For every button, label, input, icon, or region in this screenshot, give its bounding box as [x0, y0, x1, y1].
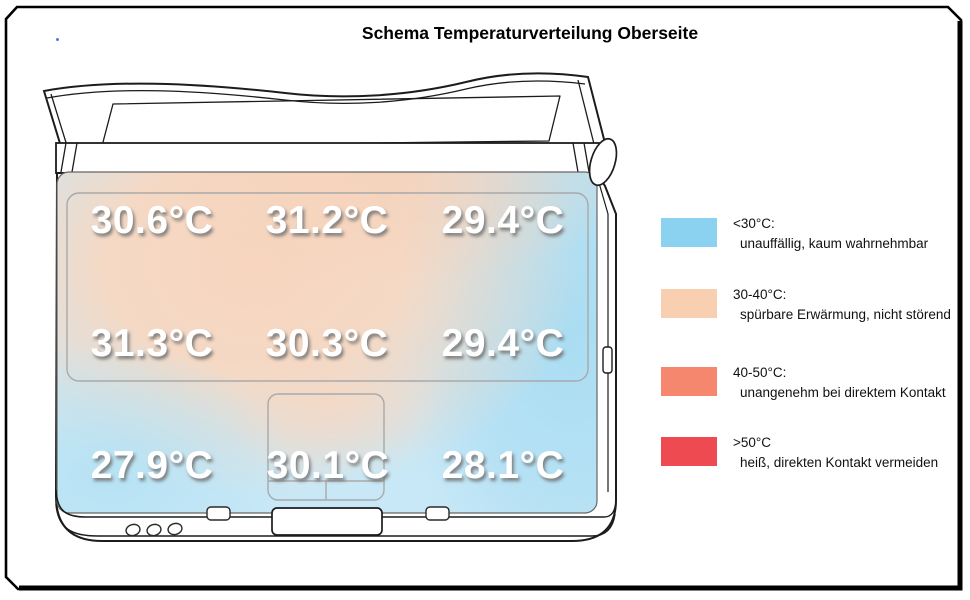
temperature-reading-r3c2: 30.1°C [266, 444, 390, 487]
temperature-reading-r1c2: 31.2°C [265, 199, 389, 242]
front-center-latch [271, 507, 383, 536]
legend-item-30-40: 30-40°C: spürbare Erwärmung, nicht störe… [661, 287, 951, 325]
diagram-title: Schema Temperaturverteilung Oberseite [361, 23, 699, 43]
legend-item-above-50: >50°C heiß, direkten Kontakt vermeiden [661, 435, 939, 473]
legend-swatch-above-50 [661, 437, 717, 466]
legend-range-label: 40-50°C: [733, 365, 787, 380]
temperature-reading-r3c3: 28.1°C [441, 444, 565, 487]
temperature-reading-r2c2: 30.3°C [265, 322, 389, 365]
temperature-reading-r3c1: 27.9°C [90, 444, 214, 487]
legend-range-label: 30-40°C: [733, 287, 787, 302]
temperature-reading-r2c1: 31.3°C [90, 322, 214, 365]
legend-range-label: <30°C: [733, 216, 775, 231]
legend-description: heiß, direkten Kontakt vermeiden [740, 455, 939, 470]
legend-item-below-30: <30°C: unauffällig, kaum wahrnehmbar [661, 216, 929, 254]
legend-description: unangenehm bei direktem Kontakt [740, 385, 946, 400]
legend-swatch-30-40 [661, 289, 717, 318]
temperature-reading-r1c3: 29.4°C [441, 199, 565, 242]
temperature-reading-r2c3: 29.4°C [441, 322, 565, 365]
laptop-hinge [55, 142, 605, 174]
legend-description: spürbare Erwärmung, nicht störend [740, 307, 951, 322]
temperature-reading-r1c1: 30.6°C [90, 199, 214, 242]
side-port [602, 346, 613, 374]
laptop-lid [42, 72, 608, 152]
legend-swatch-40-50 [661, 367, 717, 396]
legend-range-label: >50°C [733, 435, 772, 450]
legend-item-40-50: 40-50°C: unangenehm bei direktem Kontakt [661, 365, 946, 403]
front-latch-right [425, 506, 450, 521]
legend-swatch-below-30 [661, 218, 717, 247]
stray-mark [56, 38, 59, 41]
front-latch-left [206, 506, 231, 521]
legend-description: unauffällig, kaum wahrnehmbar [740, 236, 929, 251]
